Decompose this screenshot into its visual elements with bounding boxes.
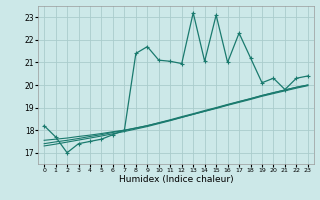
X-axis label: Humidex (Indice chaleur): Humidex (Indice chaleur) — [119, 175, 233, 184]
